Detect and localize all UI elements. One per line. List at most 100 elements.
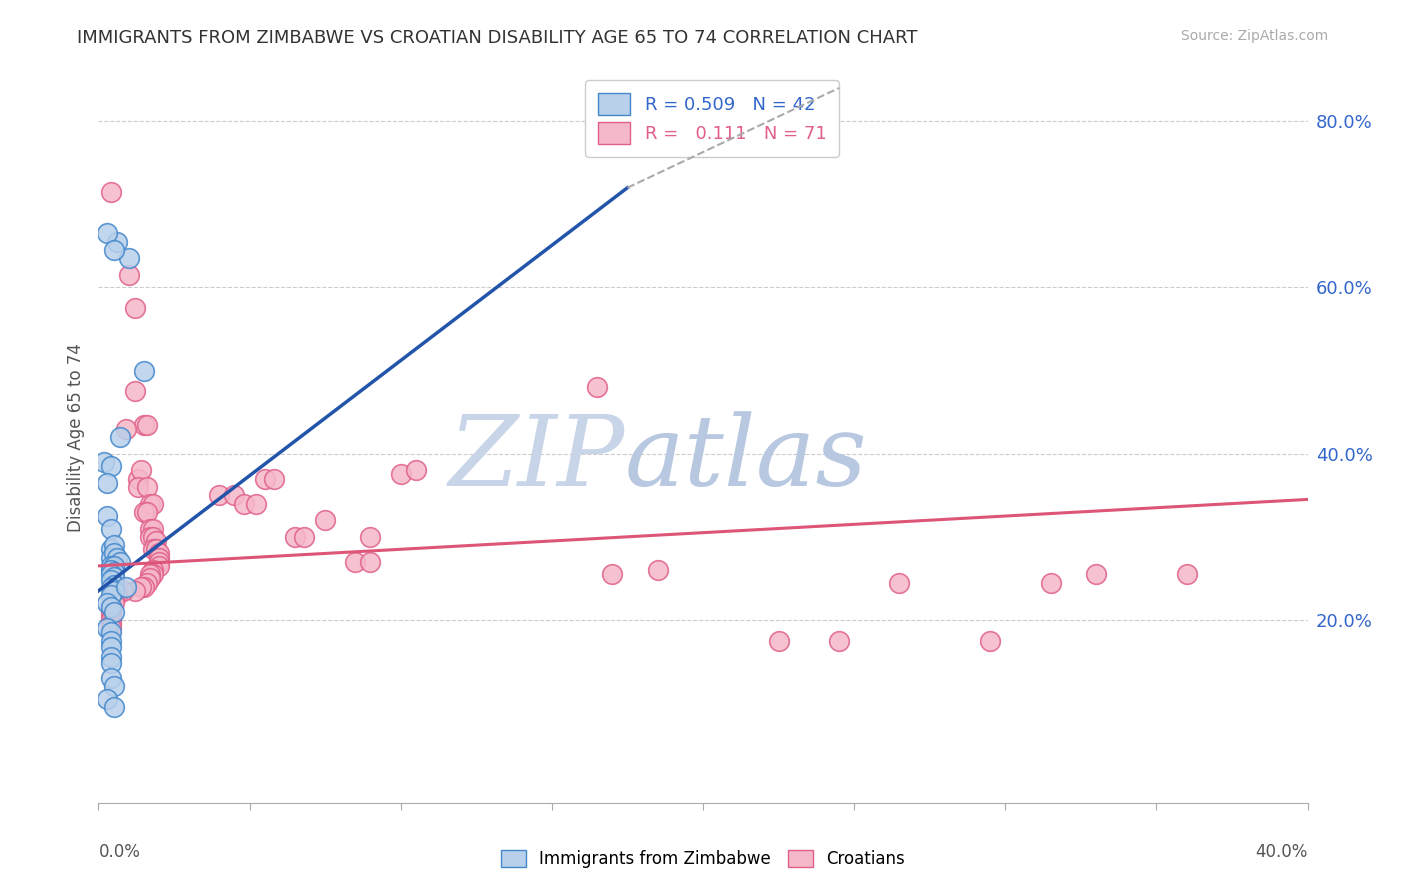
Point [253, 472, 276, 486]
Point [100, 563, 122, 577]
Point [114, 580, 136, 594]
Point [96, 621, 118, 635]
Text: atlas: atlas [624, 411, 868, 507]
Point [103, 680, 125, 694]
Point [135, 505, 157, 519]
Point [129, 580, 152, 594]
Point [100, 608, 122, 623]
Point [96, 475, 118, 490]
Point [103, 538, 125, 552]
Point [292, 530, 315, 544]
Point [100, 621, 122, 635]
Point [100, 625, 122, 640]
Point [142, 542, 165, 557]
Point [96, 692, 118, 706]
Point [114, 422, 136, 436]
Point [124, 301, 146, 316]
Point [602, 567, 624, 582]
Text: Source: ZipAtlas.com: Source: ZipAtlas.com [1181, 29, 1329, 43]
Point [828, 633, 851, 648]
Point [100, 588, 122, 602]
Point [103, 558, 125, 573]
Text: ZIP: ZIP [449, 411, 624, 507]
Point [132, 363, 155, 377]
Point [142, 530, 165, 544]
Text: 40.0%: 40.0% [1256, 843, 1308, 861]
Point [979, 633, 1001, 648]
Point [132, 505, 155, 519]
Point [389, 467, 412, 482]
Point [139, 497, 162, 511]
Point [405, 463, 427, 477]
Point [100, 605, 122, 619]
Point [103, 570, 125, 584]
Point [100, 617, 122, 632]
Point [139, 571, 162, 585]
Point [139, 567, 162, 582]
Point [139, 530, 162, 544]
Point [586, 380, 609, 394]
Point [96, 509, 118, 524]
Point [100, 633, 122, 648]
Point [145, 542, 167, 557]
Legend: Immigrants from Zimbabwe, Croatians: Immigrants from Zimbabwe, Croatians [495, 843, 911, 875]
Point [135, 480, 157, 494]
Point [142, 497, 165, 511]
Text: IMMIGRANTS FROM ZIMBABWE VS CROATIAN DISABILITY AGE 65 TO 74 CORRELATION CHART: IMMIGRANTS FROM ZIMBABWE VS CROATIAN DIS… [77, 29, 918, 46]
Point [103, 592, 125, 607]
Point [100, 656, 122, 670]
Point [100, 567, 122, 582]
Point [100, 521, 122, 535]
Point [129, 463, 152, 477]
Point [139, 521, 162, 535]
Legend: R = 0.509   N = 42, R =   0.111   N = 71: R = 0.509 N = 42, R = 0.111 N = 71 [585, 80, 839, 157]
Point [132, 580, 155, 594]
Point [1175, 567, 1198, 582]
Point [344, 555, 367, 569]
Point [105, 550, 128, 565]
Point [148, 555, 170, 569]
Point [100, 600, 122, 615]
Point [100, 573, 122, 587]
Point [360, 555, 382, 569]
Point [96, 227, 118, 241]
Point [100, 459, 122, 474]
Point [100, 550, 122, 565]
Point [103, 596, 125, 610]
Point [314, 513, 336, 527]
Point [124, 583, 146, 598]
Point [135, 417, 157, 432]
Point [103, 700, 125, 714]
Point [96, 596, 118, 610]
Point [100, 640, 122, 654]
Point [148, 546, 170, 560]
Point [118, 268, 141, 282]
Text: 0.0%: 0.0% [98, 843, 141, 861]
Point [142, 521, 165, 535]
Point [108, 430, 131, 444]
Point [103, 578, 125, 592]
Point [263, 472, 285, 486]
Point [127, 480, 149, 494]
Point [768, 633, 790, 648]
Point [647, 563, 669, 577]
Point [208, 488, 231, 502]
Point [100, 600, 122, 615]
Point [148, 558, 170, 573]
Y-axis label: Disability Age 65 to 74: Disability Age 65 to 74 [66, 343, 84, 532]
Point [103, 605, 125, 619]
Point [103, 583, 125, 598]
Point [105, 235, 128, 249]
Point [100, 558, 122, 573]
Point [100, 582, 122, 596]
Point [127, 472, 149, 486]
Point [100, 650, 122, 665]
Point [1039, 575, 1062, 590]
Point [93, 455, 115, 469]
Point [124, 384, 146, 399]
Point [360, 530, 382, 544]
Point [100, 613, 122, 627]
Point [100, 185, 122, 199]
Point [148, 550, 170, 565]
Point [103, 546, 125, 560]
